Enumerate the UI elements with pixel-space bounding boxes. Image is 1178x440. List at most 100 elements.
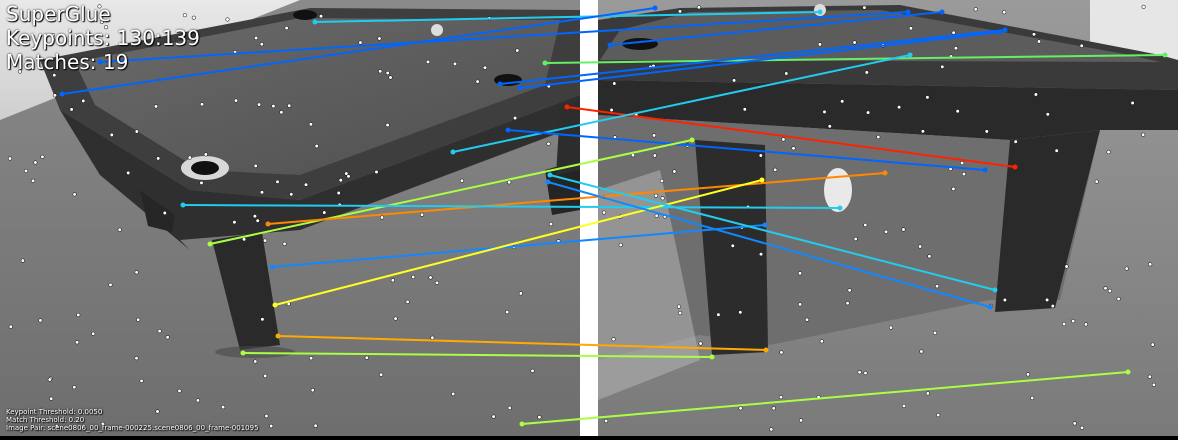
match-endpoint [207, 241, 213, 247]
keypoint [1045, 112, 1050, 117]
keypoint [864, 70, 869, 75]
keypoint [309, 356, 314, 361]
keypoint [888, 325, 893, 330]
match-endpoint [652, 5, 658, 11]
keypoint [81, 98, 86, 103]
keypoint [434, 280, 440, 285]
keypoint [99, 19, 104, 24]
keypoint [884, 229, 889, 234]
keypoint [845, 301, 850, 306]
match-line [519, 31, 1001, 89]
keypoint [336, 190, 341, 196]
keypoint [822, 109, 827, 114]
keypoint [425, 59, 431, 64]
match-endpoint [59, 91, 65, 97]
match-line [271, 224, 766, 268]
keypoint [52, 93, 57, 98]
keypoint [1079, 43, 1084, 48]
match-endpoint [1002, 27, 1008, 33]
keypoint [908, 26, 913, 31]
keypoint [182, 13, 187, 18]
keypoint [784, 71, 789, 76]
keypoint [388, 75, 393, 80]
keypoint [955, 109, 960, 114]
keypoint [165, 335, 170, 340]
keypoint [778, 395, 784, 400]
match-endpoint [97, 59, 103, 65]
match-endpoint [689, 137, 695, 143]
keypoint [1025, 372, 1031, 377]
keypoint [275, 179, 280, 184]
keypoint [863, 371, 868, 376]
keypoint [876, 134, 881, 140]
keypoint [38, 318, 43, 323]
keypoint [537, 415, 542, 420]
match-line [209, 139, 693, 245]
keypoint [252, 214, 257, 219]
keypoint [1147, 374, 1152, 379]
keypoint [847, 288, 852, 293]
keypoint [287, 103, 292, 108]
keypoint [232, 220, 237, 225]
keypoint [155, 409, 160, 414]
keypoint [659, 178, 664, 183]
match-line [182, 204, 841, 209]
keypoint [269, 423, 274, 429]
keypoint [1071, 319, 1076, 324]
match-line [61, 7, 656, 95]
keypoint [379, 215, 385, 220]
keypoint [677, 9, 683, 14]
keypoint [374, 169, 379, 175]
match-endpoint [882, 170, 888, 176]
keypoint [282, 241, 287, 246]
match-endpoint [450, 149, 456, 155]
keypoint [798, 418, 804, 423]
match-line [549, 174, 996, 291]
left-image [0, 0, 580, 436]
keypoint [385, 123, 390, 128]
keypoint [953, 46, 958, 51]
match-endpoint [837, 205, 843, 211]
match-endpoint [939, 9, 945, 15]
keypoint [653, 193, 659, 198]
keypoint [507, 405, 512, 410]
match-endpoint [763, 347, 769, 353]
keypoint [1072, 421, 1077, 426]
keypoint [358, 40, 363, 45]
keypoint [1148, 262, 1153, 267]
keypoint [1130, 100, 1135, 106]
keypoint [303, 182, 309, 187]
match-endpoint [180, 202, 186, 208]
keypoint [233, 98, 239, 103]
keypoint [1150, 342, 1155, 347]
keypoint [1050, 304, 1055, 309]
keypoint [505, 310, 510, 315]
keypoint [51, 32, 56, 38]
match-endpoint [517, 85, 523, 91]
keypoint [191, 15, 196, 20]
keypoint [49, 396, 54, 401]
keypoint [862, 5, 867, 10]
match-line [499, 29, 1006, 85]
keypoint [827, 124, 832, 129]
keypoint [984, 129, 989, 134]
match-endpoint [519, 421, 525, 427]
match-endpoint [564, 104, 570, 110]
keypoint [654, 213, 659, 218]
keypoint [430, 335, 435, 340]
keypoint [612, 81, 617, 86]
keypoint [1030, 395, 1035, 401]
keypoint [901, 227, 906, 232]
match-line [99, 11, 909, 63]
keypoint [919, 349, 924, 354]
match-endpoint [269, 264, 275, 270]
match-line [566, 106, 1016, 168]
keypoint [1054, 148, 1059, 153]
keypoint [515, 48, 520, 53]
match-line [242, 352, 713, 358]
keypoint [257, 102, 262, 107]
match-line [507, 129, 986, 171]
match-line [267, 172, 886, 225]
